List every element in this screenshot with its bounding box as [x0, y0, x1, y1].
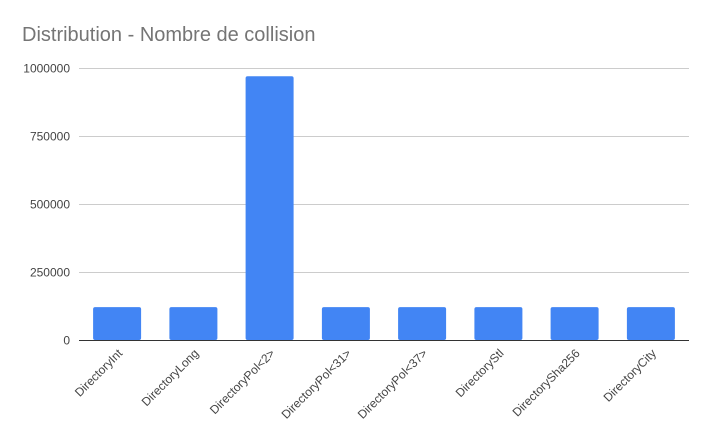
bar — [550, 307, 599, 340]
x-tick-label: DirectoryPol<37> — [355, 346, 430, 421]
y-tick-label: 250000 — [30, 266, 70, 280]
x-tick-label: DirectoryPol<2> — [207, 346, 278, 417]
bar — [474, 307, 523, 340]
y-tick-label: 500000 — [30, 198, 70, 212]
x-tick-label: DirectorySha256 — [510, 346, 583, 419]
bar — [93, 307, 142, 340]
x-tick-label: DirectoryCity — [601, 346, 659, 404]
bar — [321, 307, 370, 340]
x-tick-label: DirectoryLong — [139, 346, 202, 409]
grid-layer — [79, 68, 689, 273]
x-tick-label: DirectoryPol<31> — [279, 346, 354, 421]
bar — [398, 307, 447, 340]
y-tick-label: 0 — [63, 334, 70, 348]
bar — [626, 307, 675, 340]
y-tick-label: 1000000 — [23, 62, 70, 76]
y-tick-label: 750000 — [30, 130, 70, 144]
chart-title: Distribution - Nombre de collision — [22, 24, 315, 46]
x-tick-label: DirectoryInt — [72, 346, 126, 400]
bar — [169, 307, 218, 340]
bar-layer — [93, 76, 675, 340]
bar — [245, 76, 294, 340]
x-tick-label: DirectoryStl — [453, 346, 507, 400]
